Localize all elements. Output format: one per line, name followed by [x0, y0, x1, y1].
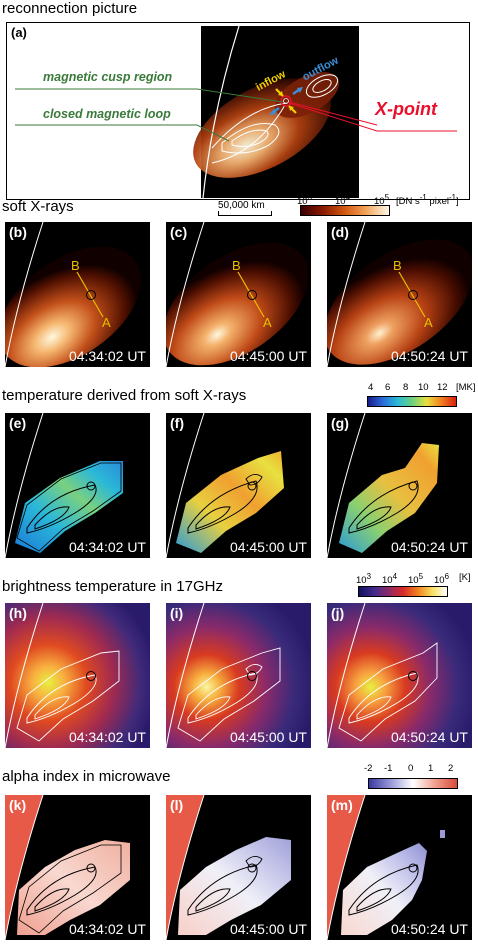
- panel-b: B A (b) 04:34:02 UT: [5, 222, 150, 367]
- panel-time: 04:34:02 UT: [68, 921, 146, 937]
- scale-bar: [218, 211, 272, 216]
- panel-time: 04:50:24 UT: [390, 921, 468, 937]
- panel-label-i: (i): [170, 605, 184, 621]
- panel-label-h: (h): [9, 605, 27, 621]
- section-title-brightness: brightness temperature in 17GHz: [2, 578, 223, 595]
- sxr-colorbar: [300, 205, 390, 216]
- temp-colorbar: [367, 396, 457, 407]
- panel-label-j: (j): [331, 605, 345, 621]
- panel-l: (l) 04:45:00 UT: [166, 795, 311, 940]
- slice-label-a: A: [102, 315, 111, 330]
- closed-loop-label: closed magnetic loop: [43, 107, 171, 121]
- xpoint-label: X-point: [375, 99, 437, 119]
- panel-label-f: (f): [170, 415, 184, 431]
- panel-k: (k) 04:34:02 UT: [5, 795, 150, 940]
- temp-cb-unit: [MK]: [456, 382, 476, 393]
- panel-i: (i) 04:45:00 UT: [166, 603, 311, 748]
- panel-label-l: (l): [170, 797, 184, 813]
- tb-colorbar: [358, 586, 448, 597]
- panel-c: B A (c) 04:45:00 UT: [166, 222, 311, 367]
- panel-time: 04:45:00 UT: [229, 921, 307, 937]
- section-title-reconnection: reconnection picture: [2, 0, 138, 17]
- panel-time: 04:34:02 UT: [68, 539, 146, 555]
- slice-label-b: B: [393, 258, 402, 273]
- tb-cb-tick: 103: [356, 572, 371, 587]
- sxr-cb-tick: 103: [297, 193, 312, 208]
- scale-bar-label: 50,000 km: [218, 200, 265, 211]
- alpha-cb-tick: 2: [448, 763, 454, 774]
- panel-f: (f) 04:45:00 UT: [166, 413, 311, 558]
- panel-label-d: (d): [331, 224, 349, 240]
- alpha-cb-tick: -1: [384, 763, 393, 774]
- panel-time: 04:34:02 UT: [68, 348, 146, 364]
- panel-time: 04:34:02 UT: [68, 729, 146, 745]
- panel-e: (e) 04:34:02 UT: [5, 413, 150, 558]
- panel-time: 04:45:00 UT: [229, 729, 307, 745]
- panel-j: (j) 04:50:24 UT: [327, 603, 472, 748]
- temp-cb-tick: 10: [418, 382, 429, 393]
- panel-label-e: (e): [9, 415, 27, 431]
- panel-label-c: (c): [170, 224, 188, 240]
- tb-cb-tick: 104: [382, 572, 397, 587]
- panel-label-g: (g): [331, 415, 349, 431]
- panel-label-m: (m): [331, 797, 353, 813]
- panel-label-k: (k): [9, 797, 27, 813]
- panel-g: (g) 04:50:24 UT: [327, 413, 472, 558]
- slice-label-b: B: [71, 258, 80, 273]
- panel-time: 04:50:24 UT: [390, 539, 468, 555]
- alpha-cb-tick: 1: [428, 763, 434, 774]
- section-title-temperature: temperature derived from soft X-rays: [2, 387, 247, 404]
- sxr-cb-unit: [DN s-1 pixel-1]: [396, 193, 459, 208]
- panel-time: 04:50:24 UT: [390, 348, 468, 364]
- slice-label-a: A: [424, 315, 433, 330]
- tb-cb-tick: 106: [434, 572, 449, 587]
- reconnection-image: [15, 25, 457, 199]
- sxr-cb-tick: 105: [374, 193, 389, 208]
- alpha-cb-tick: 0: [408, 763, 414, 774]
- section-title-alpha: alpha index in microwave: [2, 768, 171, 785]
- tb-cb-unit: [K]: [459, 572, 471, 583]
- tb-cb-tick: 105: [408, 572, 423, 587]
- temp-cb-tick: 4: [368, 382, 374, 393]
- slice-label-b: B: [232, 258, 241, 273]
- alpha-cb-tick: -2: [364, 763, 373, 774]
- panel-d: B A (d) 04:50:24 UT: [327, 222, 472, 367]
- panel-time: 04:45:00 UT: [229, 539, 307, 555]
- temp-cb-tick: 8: [403, 382, 409, 393]
- panel-time: 04:50:24 UT: [390, 729, 468, 745]
- cusp-region-label: magnetic cusp region: [43, 70, 173, 84]
- slice-label-a: A: [263, 315, 272, 330]
- panel-label-b: (b): [9, 224, 27, 240]
- panel-label-a: (a): [11, 25, 27, 40]
- reconnection-panel: (a) mag: [6, 22, 470, 200]
- panel-h: (h) 04:34:02 UT: [5, 603, 150, 748]
- panel-time: 04:45:00 UT: [229, 348, 307, 364]
- section-title-sxr: soft X-rays: [2, 198, 74, 215]
- panel-m: (m) 04:50:24 UT: [327, 795, 472, 940]
- sxr-cb-tick: 104: [335, 193, 350, 208]
- alpha-colorbar: [368, 778, 458, 789]
- temp-cb-tick: 6: [385, 382, 391, 393]
- temp-cb-tick: 12: [437, 382, 448, 393]
